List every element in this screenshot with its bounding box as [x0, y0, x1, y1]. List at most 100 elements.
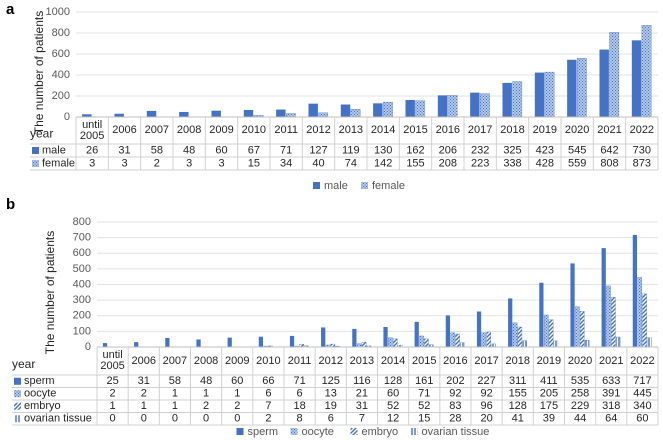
bar — [470, 92, 480, 117]
table-value: 66 — [262, 375, 274, 387]
legend-key — [14, 415, 21, 423]
table-value: 128 — [384, 375, 402, 387]
table-value: 2 — [234, 400, 240, 412]
table-value: 155 — [509, 388, 527, 400]
bar — [548, 319, 554, 348]
bar — [146, 110, 157, 117]
table-value: 223 — [471, 157, 489, 169]
table-value: 25 — [106, 375, 118, 387]
x-category-cell: 2018 — [505, 355, 529, 366]
x-tick-label: 2021 — [597, 124, 622, 136]
table-value: 31 — [138, 375, 150, 387]
bar — [512, 322, 518, 348]
bar — [289, 335, 295, 347]
table-value: 71 — [293, 375, 305, 387]
table-value: 6 — [328, 413, 334, 425]
bar — [641, 25, 652, 118]
bar — [361, 342, 367, 348]
x-tick-label: 2007 — [144, 124, 170, 136]
bar — [318, 112, 329, 118]
x-tick-label: 2009 — [224, 354, 250, 367]
table-value: 41 — [512, 413, 524, 425]
table-value: 71 — [418, 388, 430, 400]
table-value: 633 — [602, 375, 620, 387]
table-value: 428 — [536, 157, 554, 169]
x-category-cell: 2012 — [318, 354, 343, 367]
legend-marker — [350, 428, 358, 435]
x-tick-label: 2011 — [274, 124, 298, 136]
y-tick-label: 700 — [73, 232, 91, 244]
table-value: 60 — [636, 413, 648, 425]
x-tick-label: 2011 — [287, 354, 312, 367]
bar — [243, 109, 254, 117]
bar — [631, 40, 642, 117]
table-value: 60 — [215, 144, 227, 156]
table-value: 20 — [480, 413, 492, 425]
legend-marker — [290, 428, 298, 435]
table-value: 2 — [141, 388, 147, 400]
x-tick-label: until 2005 — [79, 118, 105, 142]
table-value: 13 — [325, 388, 337, 400]
x-category-cell: 2018 — [500, 124, 525, 136]
bar — [502, 82, 512, 117]
x-category-cell: 2015 — [412, 355, 436, 366]
bar — [647, 337, 652, 348]
table-value: 119 — [342, 144, 360, 156]
bar — [575, 306, 580, 348]
y-tick-label: 200 — [73, 310, 91, 322]
table-value: 48 — [183, 144, 195, 156]
x-tick-label: 2007 — [162, 354, 188, 367]
table-value: 7 — [265, 400, 271, 412]
y-tick-label: 100 — [73, 325, 91, 337]
table-value: 130 — [374, 144, 392, 156]
bar — [486, 331, 491, 348]
x-category-cell: 2010 — [256, 355, 280, 366]
table-value: 325 — [503, 144, 521, 156]
table-value: 258 — [571, 388, 589, 400]
x-tick-label: 2012 — [306, 124, 331, 136]
bar — [534, 72, 545, 117]
table-value: 48 — [200, 375, 212, 387]
y-tick-label: 400 — [73, 278, 91, 290]
table-value: 559 — [568, 157, 586, 169]
x-category-cell: until 2005 — [100, 350, 124, 372]
y-tick-label: 0 — [64, 111, 70, 123]
x-category-cell: 2014 — [371, 125, 395, 136]
y-tick-label: 600 — [52, 48, 70, 60]
legend-key — [14, 390, 21, 398]
bar — [258, 336, 263, 347]
legend-label: female — [372, 180, 405, 192]
table-value: 6 — [297, 388, 303, 400]
bar — [543, 314, 549, 348]
x-tick-label: 2018 — [500, 124, 525, 136]
row-label: embryo — [24, 400, 61, 412]
row-label: female — [42, 157, 75, 169]
bar — [615, 336, 621, 348]
row-label: oocyte — [24, 388, 56, 400]
x-tick-label: 2022 — [629, 124, 655, 136]
bar — [82, 114, 92, 117]
table-value: 545 — [568, 144, 586, 156]
x-tick-label: 2006 — [131, 354, 156, 367]
table-value: 3 — [186, 157, 192, 169]
bar — [606, 285, 611, 348]
bar — [599, 49, 609, 118]
x-tick-label: 2016 — [435, 124, 461, 136]
x-tick-label: 2019 — [536, 354, 562, 367]
x-tick-label: 2013 — [349, 354, 375, 367]
table-value: 74 — [345, 157, 357, 169]
bar — [460, 342, 465, 348]
x-tick-label: 2020 — [567, 354, 593, 367]
table-value: 31 — [118, 144, 130, 156]
x-tick-label: 2012 — [318, 354, 343, 367]
bar — [114, 113, 124, 117]
table-value: 128 — [509, 400, 527, 412]
table-value: 162 — [406, 144, 424, 156]
table-value: 40 — [312, 157, 324, 169]
bar — [308, 103, 318, 117]
bar — [447, 95, 458, 118]
y-tick-label: 800 — [73, 216, 91, 228]
bar — [437, 95, 448, 117]
table-value: 873 — [633, 157, 651, 169]
y-tick-label: 500 — [73, 263, 91, 275]
